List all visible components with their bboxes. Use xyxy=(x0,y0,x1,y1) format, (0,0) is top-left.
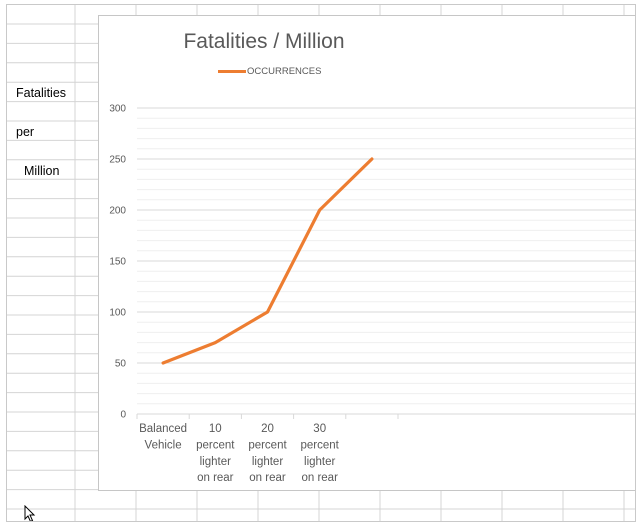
chart-object[interactable]: Fatalities / Million OCCURRENCES 0 50 100 1… xyxy=(98,15,636,491)
y-tick-label: 0 xyxy=(120,410,126,421)
mouse-pointer-icon xyxy=(24,505,36,521)
x-tick-label: 10 percent lighter on rear xyxy=(196,423,235,484)
x-tick-label: Balanced Vehicle xyxy=(139,423,187,451)
y-tick-label: 100 xyxy=(109,308,126,319)
legend-swatch xyxy=(218,69,246,73)
data-point xyxy=(370,157,374,161)
chart-title[interactable]: Fatalities / Million xyxy=(183,30,345,53)
y-tick-label: 50 xyxy=(115,359,127,370)
x-tick-label: 20 percent lighter on rear xyxy=(248,423,287,484)
legend-label: OCCURRENCES xyxy=(247,65,322,77)
chart-legend[interactable]: OCCURRENCES xyxy=(218,64,321,78)
data-point xyxy=(318,208,321,212)
x-tick-label: 30 percent lighter on rear xyxy=(301,423,340,484)
y-tick-label: 150 xyxy=(109,257,126,268)
y-tick-label: 250 xyxy=(109,155,126,166)
data-point xyxy=(266,310,269,314)
cell-million[interactable]: Million xyxy=(24,164,60,178)
data-point xyxy=(161,361,165,365)
cell-per[interactable]: per xyxy=(16,125,35,139)
y-tick-label: 300 xyxy=(109,104,126,115)
y-tick-label: 200 xyxy=(109,206,126,217)
cell-fatalities[interactable]: Fatalities xyxy=(16,86,67,100)
spreadsheet-area[interactable]: Fatalities per Million Fatalities / Mill… xyxy=(6,4,636,522)
data-point xyxy=(214,341,217,344)
plot-area[interactable]: 0 50 100 150 200 250 300 Balanced Vehicle 10 perce… xyxy=(99,16,636,490)
